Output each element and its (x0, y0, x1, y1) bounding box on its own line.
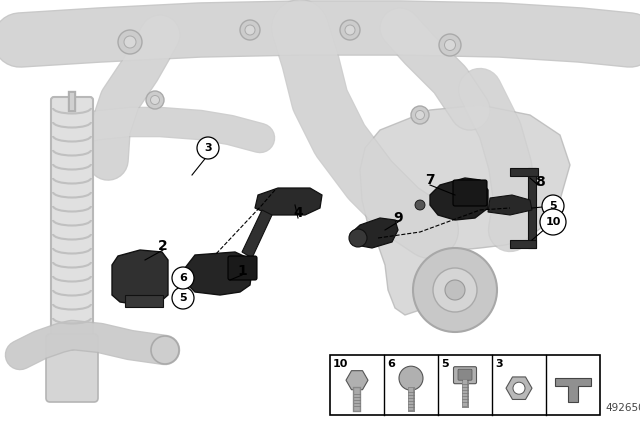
FancyBboxPatch shape (46, 334, 98, 402)
Text: 492650: 492650 (605, 403, 640, 413)
Text: 6: 6 (387, 359, 395, 369)
Circle shape (433, 268, 477, 312)
Circle shape (151, 336, 179, 364)
Circle shape (245, 25, 255, 35)
FancyBboxPatch shape (458, 369, 472, 380)
Bar (125, 295, 163, 307)
Text: 4: 4 (293, 206, 303, 220)
Circle shape (415, 111, 424, 120)
Text: 5: 5 (549, 201, 557, 211)
FancyBboxPatch shape (453, 180, 487, 206)
Text: 6: 6 (179, 273, 187, 283)
Circle shape (345, 25, 355, 35)
FancyBboxPatch shape (454, 367, 477, 383)
Text: 1: 1 (237, 264, 247, 278)
Text: 8: 8 (535, 175, 545, 189)
Polygon shape (360, 105, 570, 315)
Circle shape (240, 20, 260, 40)
Circle shape (349, 229, 367, 247)
Circle shape (415, 200, 425, 210)
Circle shape (445, 280, 465, 300)
Circle shape (118, 30, 142, 54)
Polygon shape (430, 178, 488, 220)
Circle shape (411, 106, 429, 124)
Circle shape (172, 287, 194, 309)
Bar (510, 168, 538, 176)
Bar (330, 355, 600, 415)
Circle shape (340, 20, 360, 40)
Polygon shape (488, 195, 532, 215)
Text: 3: 3 (495, 359, 502, 369)
Text: 5: 5 (179, 293, 187, 303)
Circle shape (150, 95, 159, 104)
Polygon shape (242, 210, 272, 258)
Polygon shape (255, 188, 322, 215)
Circle shape (124, 36, 136, 48)
Text: 7: 7 (425, 173, 435, 187)
Circle shape (197, 137, 219, 159)
Text: 9: 9 (393, 211, 403, 225)
Circle shape (172, 267, 194, 289)
Circle shape (146, 91, 164, 109)
Circle shape (445, 39, 456, 51)
Bar (528, 168, 536, 248)
Text: 10: 10 (545, 217, 561, 227)
Circle shape (540, 209, 566, 235)
Text: 3: 3 (204, 143, 212, 153)
Circle shape (439, 34, 461, 56)
Polygon shape (185, 252, 252, 295)
Polygon shape (350, 218, 398, 248)
Polygon shape (112, 250, 168, 305)
Text: 2: 2 (158, 239, 168, 253)
Circle shape (513, 382, 525, 394)
FancyBboxPatch shape (51, 97, 93, 363)
Bar (510, 240, 536, 248)
Circle shape (399, 366, 423, 390)
Circle shape (413, 248, 497, 332)
Text: 10: 10 (333, 359, 348, 369)
Polygon shape (555, 378, 591, 402)
Circle shape (542, 195, 564, 217)
Text: 5: 5 (441, 359, 449, 369)
FancyBboxPatch shape (228, 256, 257, 280)
